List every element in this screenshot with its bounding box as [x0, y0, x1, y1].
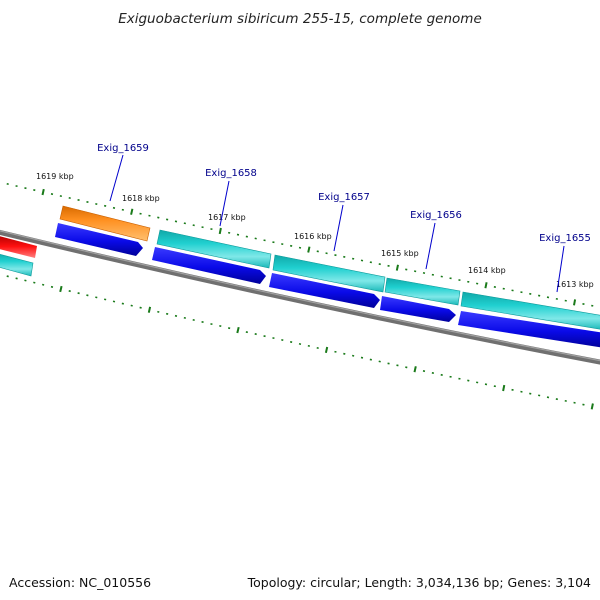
- major-tick: [236, 326, 240, 334]
- major-tick: [324, 346, 329, 354]
- gene-exig-1658-cyan[interactable]: [156, 229, 272, 269]
- major-tick: [395, 264, 399, 271]
- gene-exig-1659-orange[interactable]: [59, 205, 151, 242]
- gene-label-exig-1655[interactable]: Exig_1655: [539, 233, 591, 244]
- inner-tick-ring: [6, 275, 594, 410]
- leader-line-exig-1659: [109, 154, 124, 202]
- genome-summary: Topology: circular; Length: 3,034,136 bp…: [247, 575, 591, 590]
- kbp-label-1619: 1619 kbp: [36, 172, 74, 181]
- kbp-label-1614: 1614 kbp: [468, 266, 506, 275]
- cds-arrow-exig-1658[interactable]: [152, 247, 266, 284]
- gene-red[interactable]: [0, 235, 37, 258]
- gene-label-leaders: [109, 154, 565, 293]
- major-tick: [130, 208, 134, 215]
- genome-backbone: [0, 229, 600, 365]
- gene-exig-1656-cyan[interactable]: [384, 277, 461, 306]
- cds-arrow-exig-1655[interactable]: [458, 311, 600, 348]
- gene-label-exig-1657[interactable]: Exig_1657: [318, 192, 370, 203]
- gene-exig-1655-cyan[interactable]: [460, 291, 600, 330]
- major-tick: [502, 384, 506, 392]
- leader-line-exig-1657: [333, 204, 344, 252]
- major-tick: [413, 366, 417, 373]
- kbp-scale-labels: 1619 kbp 1618 kbp 1617 kbp 1616 kbp 1615…: [36, 172, 594, 289]
- leader-line-exig-1658: [219, 180, 230, 227]
- leader-line-exig-1656: [425, 222, 436, 270]
- major-tick: [218, 227, 222, 235]
- gene-label-exig-1656[interactable]: Exig_1656: [410, 210, 462, 221]
- major-tick: [590, 403, 594, 410]
- reverse-strand-genes: [0, 205, 600, 330]
- kbp-label-1617: 1617 kbp: [208, 213, 246, 222]
- cds-arrow-exig-1659[interactable]: [55, 223, 143, 256]
- accession-label: Accession: NC_010556: [9, 575, 151, 590]
- major-tick: [59, 285, 63, 293]
- kbp-label-1616: 1616 kbp: [294, 232, 332, 241]
- kbp-label-1613: 1613 kbp: [556, 280, 594, 289]
- map-title: Exiguobacterium sibiricum 255-15, comple…: [118, 11, 482, 27]
- major-tick: [484, 282, 488, 289]
- genome-backbone-highlight: [0, 230, 600, 362]
- kbp-label-1618: 1618 kbp: [122, 194, 160, 203]
- cds-arrow-exig-1656[interactable]: [380, 296, 456, 322]
- major-tick: [41, 188, 45, 196]
- gene-exig-1657-cyan[interactable]: [272, 254, 386, 293]
- gene-labels: Exig_1659 Exig_1658 Exig_1657 Exig_1656 …: [97, 143, 591, 244]
- kbp-label-1615: 1615 kbp: [381, 249, 419, 258]
- cds-arrow-exig-1657[interactable]: [269, 273, 380, 308]
- gene-label-exig-1658[interactable]: Exig_1658: [205, 168, 257, 179]
- gene-label-exig-1659[interactable]: Exig_1659: [97, 143, 149, 154]
- major-tick: [573, 299, 577, 306]
- forward-strand-cds: [55, 223, 600, 348]
- major-tick: [307, 246, 311, 253]
- gene-cyan-left[interactable]: [0, 253, 34, 277]
- outer-tick-ring: [6, 183, 594, 307]
- major-tick: [147, 306, 152, 313]
- leader-line-exig-1655: [556, 245, 565, 293]
